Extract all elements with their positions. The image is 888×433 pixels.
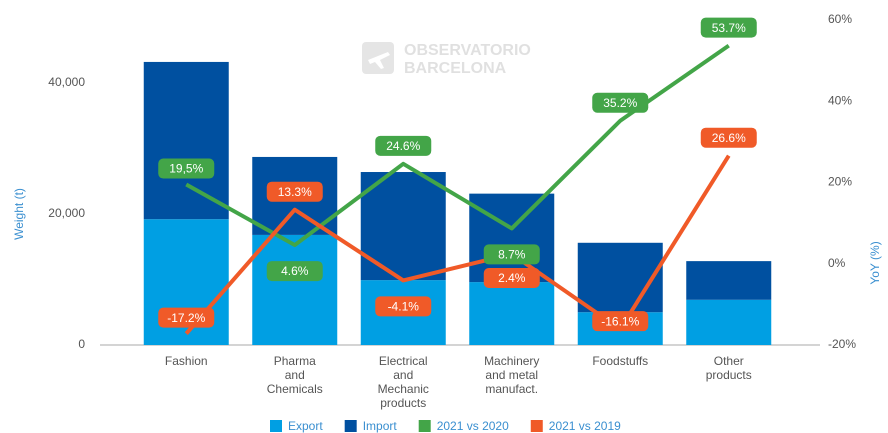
data-label-text: 24.6% bbox=[386, 139, 420, 153]
bar bbox=[143, 61, 229, 220]
y-axis-label: Weight (t) bbox=[12, 188, 26, 240]
data-label-text: 4.6% bbox=[281, 264, 309, 278]
data-label-box bbox=[483, 268, 540, 288]
legend-swatch bbox=[344, 420, 357, 432]
y2-tick-label: 40% bbox=[828, 93, 852, 107]
data-label-text: 53.7% bbox=[712, 21, 746, 35]
y2-tick-label: 60% bbox=[828, 12, 852, 26]
data-label: 24.6% bbox=[375, 135, 432, 156]
y2-axis-label: YoY (%) bbox=[868, 241, 882, 284]
data-label: -4.1% bbox=[375, 296, 432, 317]
x-tick-label: Pharma and Chemicals bbox=[266, 354, 323, 396]
legend-label: Export bbox=[288, 419, 323, 433]
legend-swatch bbox=[418, 420, 431, 432]
data-label-box bbox=[266, 261, 323, 282]
data-label: 4.6% bbox=[266, 261, 323, 282]
watermark-logo: OBSERVATORIO BARCELONA bbox=[362, 42, 531, 77]
line bbox=[184, 154, 731, 335]
data-label-text: 35.2% bbox=[603, 96, 637, 110]
data-label-text: 19,5% bbox=[169, 162, 203, 176]
watermark-text: BARCELONA bbox=[404, 60, 507, 77]
bar bbox=[469, 193, 555, 283]
legend-label: 2021 vs 2019 bbox=[549, 419, 621, 433]
data-label: 13.3% bbox=[266, 181, 323, 202]
data-label-box bbox=[592, 92, 649, 113]
data-label-box bbox=[592, 311, 649, 332]
data-label-box bbox=[158, 158, 215, 179]
y-tick-label: 40,000 bbox=[48, 75, 85, 89]
data-label: 53.7% bbox=[700, 17, 757, 38]
data-label-text: 2.4% bbox=[498, 271, 526, 285]
bar bbox=[252, 234, 338, 345]
legend-swatch bbox=[270, 420, 282, 432]
data-label: 19,5% bbox=[158, 158, 215, 179]
data-label-box bbox=[266, 181, 323, 202]
data-label: 8.7% bbox=[483, 244, 540, 265]
watermark-text: OBSERVATORIO bbox=[404, 42, 531, 59]
y-tick-label: 20,000 bbox=[48, 206, 85, 220]
x-tick-label: Fashion bbox=[164, 354, 208, 368]
data-label-box bbox=[700, 17, 757, 38]
bar bbox=[686, 261, 772, 300]
data-label: -17.2% bbox=[158, 307, 215, 328]
data-label-text: 13.3% bbox=[278, 185, 312, 199]
bar bbox=[686, 299, 772, 345]
x-tick-label: Foodstuffs bbox=[592, 354, 649, 368]
data-label: 26.6% bbox=[700, 127, 757, 148]
bar bbox=[577, 242, 663, 313]
data-label-text: 26.6% bbox=[712, 131, 746, 145]
legend-swatch bbox=[530, 420, 543, 432]
data-label-text: -16.1% bbox=[601, 314, 639, 328]
legend-label: 2021 vs 2020 bbox=[437, 419, 509, 433]
data-label: 2.4% bbox=[483, 268, 540, 288]
data-label-box bbox=[700, 127, 757, 148]
y2-tick-label: 0% bbox=[828, 256, 846, 270]
legend-label: Import bbox=[363, 419, 398, 433]
data-label-box bbox=[375, 135, 432, 156]
y2-tick-label: -20% bbox=[828, 337, 856, 351]
y2-tick-label: 20% bbox=[828, 175, 852, 189]
data-label: 35.2% bbox=[592, 92, 649, 113]
data-label-box bbox=[158, 307, 215, 328]
x-tick-label: Other products bbox=[705, 354, 752, 382]
data-label: -16.1% bbox=[592, 311, 649, 332]
data-label-text: -17.2% bbox=[167, 311, 205, 325]
data-label-box bbox=[483, 244, 540, 265]
x-tick-label: Machinery and metal manufact. bbox=[484, 354, 540, 396]
x-tick-label: Electrical and Mechanic products bbox=[377, 354, 429, 410]
bar bbox=[469, 282, 555, 345]
watermark-icon bbox=[362, 42, 394, 74]
data-label-text: -4.1% bbox=[388, 300, 420, 314]
data-label-box bbox=[375, 296, 432, 317]
y-tick-label: 0 bbox=[78, 337, 85, 351]
data-label-text: 8.7% bbox=[498, 248, 526, 262]
watermark-plane bbox=[368, 52, 390, 69]
